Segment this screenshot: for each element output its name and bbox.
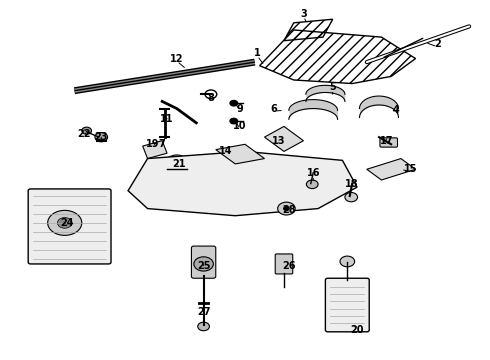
Text: 1: 1 [254, 48, 261, 58]
FancyBboxPatch shape [275, 254, 293, 274]
Text: 11: 11 [160, 114, 174, 124]
Circle shape [230, 118, 238, 124]
Circle shape [283, 206, 290, 211]
Polygon shape [128, 152, 357, 216]
Circle shape [48, 210, 82, 235]
Text: 24: 24 [60, 218, 74, 228]
Text: 23: 23 [95, 132, 108, 142]
Text: 5: 5 [329, 82, 336, 92]
Circle shape [198, 322, 209, 331]
Text: 14: 14 [219, 147, 232, 157]
Circle shape [340, 256, 355, 267]
Text: 2: 2 [434, 39, 441, 49]
FancyBboxPatch shape [325, 278, 369, 332]
Text: 19: 19 [146, 139, 159, 149]
Circle shape [306, 180, 318, 189]
FancyBboxPatch shape [380, 138, 397, 147]
Text: 4: 4 [392, 105, 399, 115]
Polygon shape [265, 126, 303, 152]
Text: 16: 16 [306, 168, 320, 178]
Text: 21: 21 [172, 159, 186, 169]
Polygon shape [216, 144, 265, 164]
Text: 10: 10 [233, 121, 247, 131]
FancyBboxPatch shape [192, 246, 216, 278]
Text: 25: 25 [197, 261, 210, 271]
Text: 27: 27 [197, 307, 210, 317]
Text: 28: 28 [282, 205, 295, 215]
Text: 8: 8 [207, 93, 214, 103]
Circle shape [278, 202, 295, 215]
Polygon shape [143, 141, 167, 158]
FancyBboxPatch shape [28, 189, 111, 264]
Circle shape [194, 257, 213, 271]
Text: 6: 6 [271, 104, 278, 113]
Text: 17: 17 [380, 136, 393, 146]
Text: 20: 20 [350, 325, 364, 335]
Text: 15: 15 [404, 164, 417, 174]
Text: 18: 18 [345, 179, 359, 189]
Text: 26: 26 [282, 261, 295, 271]
Circle shape [345, 193, 358, 202]
Circle shape [165, 155, 189, 173]
Circle shape [82, 127, 92, 134]
Circle shape [95, 132, 108, 142]
Text: 9: 9 [237, 104, 244, 113]
Text: 22: 22 [77, 129, 91, 139]
Polygon shape [367, 158, 416, 180]
Text: 7: 7 [159, 139, 166, 149]
Text: 3: 3 [300, 9, 307, 19]
Circle shape [172, 160, 182, 167]
Text: 13: 13 [272, 136, 286, 146]
Circle shape [230, 100, 238, 106]
Circle shape [57, 217, 72, 228]
Text: 12: 12 [170, 54, 184, 64]
